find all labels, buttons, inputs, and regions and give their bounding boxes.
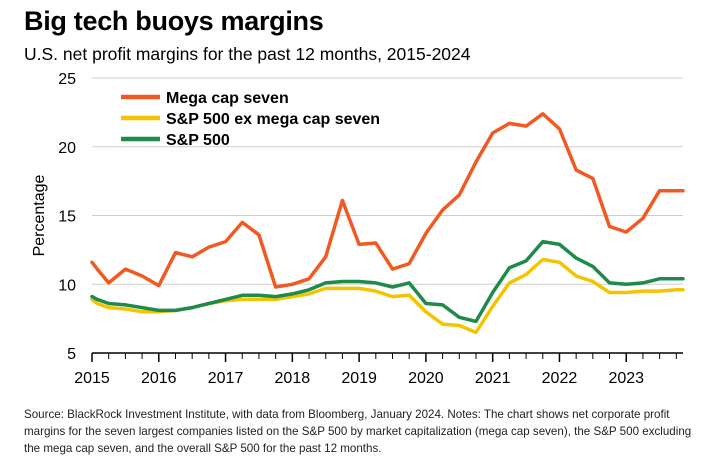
x-tick-label: 2017 — [208, 370, 244, 387]
line-chart: 5 10 15 20 25 2015 2016 2017 2018 2019 2020 2021 202… — [31, 71, 685, 387]
y-tick-label: 20 — [58, 140, 76, 157]
x-tick-label: 2019 — [341, 370, 377, 387]
series-line — [90, 239, 685, 324]
chart-subtitle: U.S. net profit margins for the past 12 … — [24, 44, 471, 64]
legend-label: S&P 500 ex mega cap seven — [166, 111, 380, 128]
x-tick-label: 2020 — [408, 370, 444, 387]
x-tick-label: 2022 — [542, 370, 578, 387]
y-tick-label: 5 — [67, 346, 76, 363]
y-tick-label: 25 — [58, 71, 76, 88]
x-tick-label: 2023 — [608, 370, 644, 387]
x-tick-label: 2016 — [141, 370, 177, 387]
x-tick-label: 2018 — [275, 370, 311, 387]
x-tick-label: 2021 — [475, 370, 511, 387]
y-tick-label: 10 — [58, 277, 76, 294]
series-line — [90, 257, 685, 335]
legend-label: S&P 500 — [166, 132, 230, 149]
x-tick-label: 2015 — [74, 370, 110, 387]
y-tick-label: 15 — [58, 209, 76, 226]
chart-title: Big tech buoys margins — [24, 6, 324, 36]
legend-label: Mega cap seven — [166, 90, 289, 107]
series-line — [90, 112, 685, 289]
y-axis-label: Percentage — [31, 174, 48, 256]
source-note: Source: BlackRock Investment Institute, … — [24, 408, 692, 455]
